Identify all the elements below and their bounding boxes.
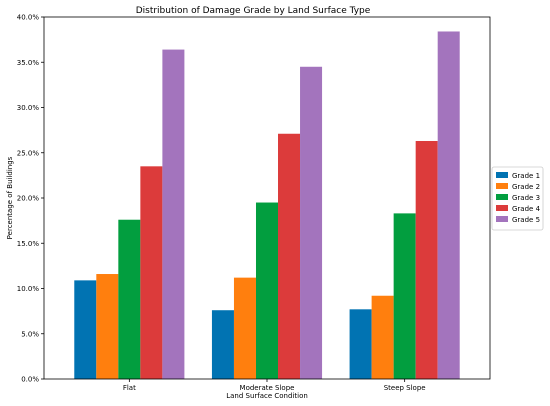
legend-swatch-grade-3 [496, 194, 508, 200]
x-tick-label: Flat [123, 384, 136, 392]
y-tick-label: 35.0% [17, 59, 40, 67]
bar-grade-4-steep-slope [415, 140, 438, 379]
legend-box [491, 166, 544, 231]
legend-swatch-grade-2 [496, 183, 508, 189]
x-tick-label: Steep Slope [384, 384, 426, 392]
bar-grade-1-flat [74, 280, 97, 379]
y-axis-label: Percentage of Buildings [6, 156, 14, 239]
bar-grade-3-moderate-slope [255, 202, 279, 379]
y-tick-label: 0.0% [21, 376, 39, 384]
legend-label: Grade 3 [512, 194, 540, 202]
legend-swatch-grade-5 [496, 216, 508, 222]
chart-title: Distribution of Damage Grade by Land Sur… [136, 6, 371, 16]
y-tick-label: 20.0% [17, 195, 40, 203]
y-tick-label: 5.0% [21, 330, 39, 338]
y-tick-label: 10.0% [17, 285, 40, 293]
legend-label: Grade 1 [512, 172, 540, 180]
legend-swatch-grade-4 [496, 205, 508, 211]
y-tick-label: 15.0% [17, 240, 40, 248]
y-axis: 0.0% 5.0% 10.0% 15.0% 20.0% 25.0% 30.0% 35.0% 40… [17, 14, 44, 384]
x-axis-label: Land Surface Condition [226, 392, 308, 400]
bar-grade-5-steep-slope [437, 31, 460, 379]
x-axis: Flat Moderate Slope Steep Slope [123, 379, 426, 392]
bar-grade-1-moderate-slope [211, 310, 234, 379]
legend-label: Grade 4 [512, 205, 541, 213]
bar-grade-5-flat [162, 49, 185, 379]
legend-label: Grade 5 [512, 216, 540, 224]
bar-grade-2-flat [96, 274, 119, 379]
bar-grade-5-moderate-slope [300, 66, 323, 380]
bar-grade-1-steep-slope [349, 309, 372, 379]
legend: Grade 1 Grade 2 Grade 3 Grade 4 Grade 5 [491, 166, 544, 231]
legend-swatch-grade-1 [496, 172, 508, 178]
y-tick-label: 30.0% [17, 104, 40, 112]
y-tick-label: 40.0% [17, 14, 40, 22]
y-tick-label: 25.0% [17, 149, 40, 157]
bar-grade-3-steep-slope [393, 213, 416, 379]
bar-grade-4-moderate-slope [278, 133, 301, 379]
bar-grade-2-moderate-slope [233, 277, 256, 379]
bar-grade-2-steep-slope [371, 295, 394, 379]
legend-label: Grade 2 [512, 183, 540, 191]
bar-grade-3-flat [118, 219, 141, 379]
x-tick-label: Moderate Slope [240, 384, 295, 392]
bar-grade-4-flat [140, 166, 163, 379]
bars-group [74, 31, 460, 380]
